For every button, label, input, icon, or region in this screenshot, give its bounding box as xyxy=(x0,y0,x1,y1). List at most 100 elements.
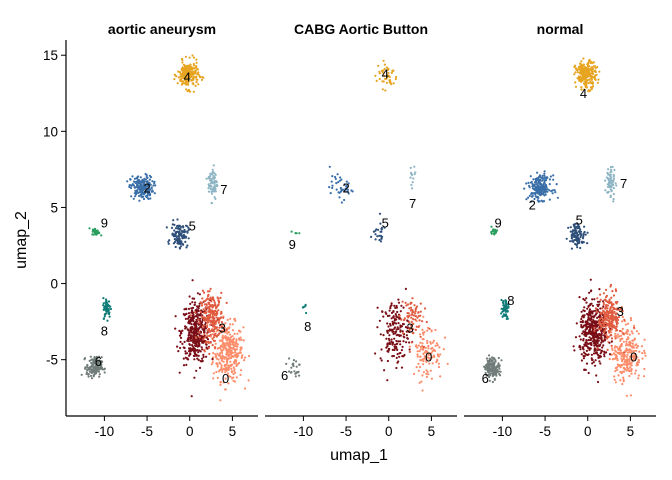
data-point xyxy=(210,311,213,314)
data-point xyxy=(569,226,572,229)
data-point xyxy=(219,339,222,342)
data-point xyxy=(227,368,230,371)
data-point xyxy=(340,201,343,204)
data-point xyxy=(627,344,630,347)
data-point xyxy=(221,370,224,373)
data-point xyxy=(580,310,583,313)
data-point xyxy=(182,226,185,229)
data-point xyxy=(586,242,589,245)
data-point xyxy=(178,334,182,337)
data-point xyxy=(90,358,93,361)
data-point xyxy=(412,314,416,317)
data-point xyxy=(334,175,337,179)
x-tick-label: -10 xyxy=(294,424,314,439)
data-point xyxy=(88,227,91,230)
data-point xyxy=(582,357,586,360)
data-point xyxy=(214,197,217,200)
cluster-label: 0 xyxy=(425,350,432,365)
data-point xyxy=(627,351,630,354)
data-point xyxy=(603,353,606,356)
data-point xyxy=(242,339,245,342)
data-point xyxy=(217,333,220,336)
data-point xyxy=(219,296,222,299)
data-point xyxy=(633,324,636,327)
data-point xyxy=(219,352,222,355)
data-point xyxy=(625,340,628,343)
data-point xyxy=(594,313,597,316)
data-point xyxy=(497,356,500,360)
data-point xyxy=(634,354,638,357)
data-point xyxy=(197,318,200,321)
data-point xyxy=(501,308,504,311)
data-point xyxy=(611,348,614,352)
data-point xyxy=(591,298,594,301)
data-point xyxy=(394,332,397,335)
data-point xyxy=(396,353,399,356)
data-point xyxy=(598,314,602,317)
cluster-label: 7 xyxy=(620,176,627,191)
data-point xyxy=(103,313,106,316)
x-tick-label: -10 xyxy=(95,424,115,439)
data-point xyxy=(195,329,198,332)
data-point xyxy=(423,357,426,360)
data-point xyxy=(551,192,554,195)
data-point xyxy=(420,380,423,383)
data-point xyxy=(235,341,238,344)
data-point xyxy=(225,301,228,304)
data-point xyxy=(497,362,500,365)
data-point xyxy=(605,294,609,297)
data-point xyxy=(604,325,607,328)
data-point xyxy=(575,238,578,241)
data-point xyxy=(188,319,191,322)
data-point xyxy=(616,308,619,311)
data-point xyxy=(604,189,607,192)
data-point xyxy=(195,353,198,356)
data-point xyxy=(198,366,202,369)
data-point xyxy=(430,351,433,354)
data-point xyxy=(192,341,195,344)
data-point xyxy=(583,331,586,334)
data-point xyxy=(183,71,186,74)
data-point xyxy=(182,346,185,349)
data-point xyxy=(643,338,646,341)
data-point xyxy=(488,364,491,367)
data-point xyxy=(195,76,198,79)
data-point xyxy=(200,339,203,343)
data-point xyxy=(193,358,196,361)
data-point xyxy=(239,373,242,376)
data-point xyxy=(592,342,596,345)
data-point xyxy=(89,355,92,358)
data-point xyxy=(205,321,209,324)
data-point xyxy=(587,69,590,72)
data-point xyxy=(347,192,350,195)
data-point xyxy=(488,379,491,382)
data-point xyxy=(576,231,579,234)
data-point xyxy=(401,300,404,303)
cluster-label: 3 xyxy=(406,321,413,336)
data-point xyxy=(594,78,597,81)
data-point xyxy=(421,342,424,345)
data-point xyxy=(552,174,555,177)
data-point xyxy=(378,238,381,242)
data-point xyxy=(196,72,199,75)
data-point xyxy=(184,350,187,353)
data-point xyxy=(408,341,411,344)
data-point xyxy=(383,63,386,66)
data-point xyxy=(388,328,391,331)
data-point xyxy=(590,358,594,361)
cluster-label: 7 xyxy=(220,182,227,197)
data-point xyxy=(616,300,619,304)
data-point xyxy=(623,351,626,354)
data-point xyxy=(292,359,295,362)
data-point xyxy=(594,364,597,367)
data-point xyxy=(535,178,538,182)
data-point xyxy=(422,371,425,374)
data-point xyxy=(219,355,222,358)
data-point xyxy=(387,71,390,75)
data-point xyxy=(377,228,380,231)
data-point xyxy=(212,352,215,355)
data-point xyxy=(185,352,189,355)
data-point xyxy=(239,351,242,354)
data-point xyxy=(634,369,638,372)
data-point xyxy=(628,370,631,373)
